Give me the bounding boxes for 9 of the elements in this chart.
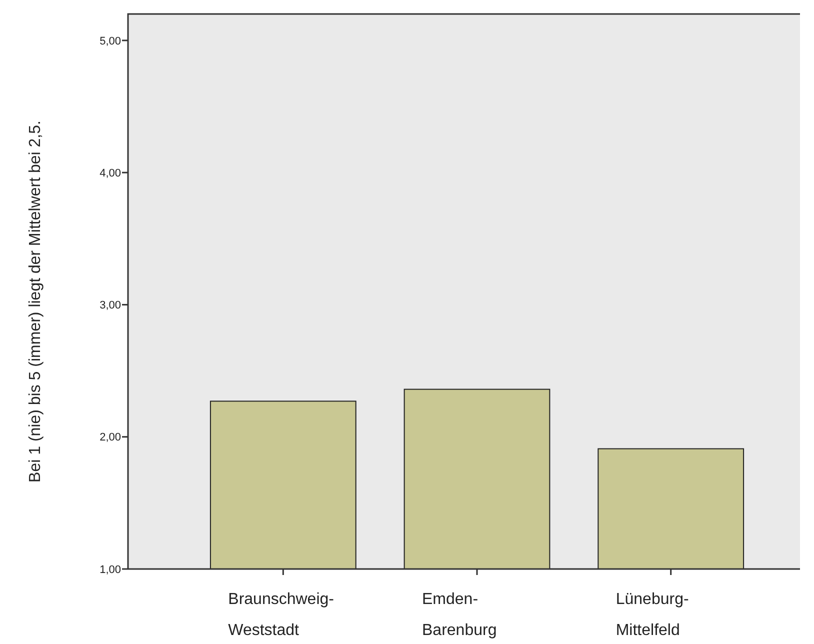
x-tick-label: Emden-Barenburg	[422, 591, 497, 639]
y-tick-label: 5,00	[100, 35, 121, 48]
x-tick-label: Lüneburg-Mittelfeld	[616, 591, 689, 639]
y-tick-label: 1,00	[100, 564, 121, 576]
y-tick-label: 4,00	[100, 167, 121, 180]
y-tick-label: 2,00	[100, 432, 121, 444]
y-tick-label: 3,00	[100, 300, 121, 312]
x-tick-label: Braunschweig-Weststadt	[228, 591, 334, 639]
y-axis-title: Bei 1 (nie) bis 5 (immer) liegt der Mittelwert bei 2,5.	[27, 120, 44, 482]
